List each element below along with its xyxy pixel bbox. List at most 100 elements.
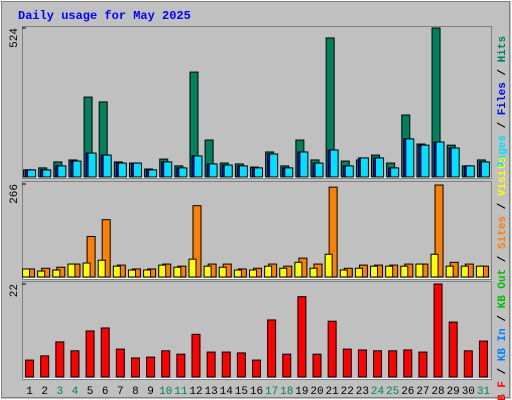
legend-separator: / bbox=[497, 367, 509, 374]
x-tick-label: 25 bbox=[386, 386, 399, 398]
bar bbox=[359, 157, 369, 178]
bar bbox=[233, 269, 242, 278]
bar bbox=[192, 205, 202, 278]
x-tick-label: 21 bbox=[326, 386, 340, 398]
legend-entry: Hits bbox=[497, 36, 509, 62]
legend-entry: Files bbox=[497, 82, 509, 115]
chart-title: Daily usage for May 2025 bbox=[18, 9, 191, 23]
bar bbox=[132, 162, 142, 178]
bar bbox=[430, 253, 439, 278]
bar bbox=[465, 165, 475, 178]
bar bbox=[463, 350, 473, 378]
bar bbox=[52, 269, 61, 278]
bar bbox=[67, 263, 76, 278]
bar bbox=[87, 152, 97, 178]
bar bbox=[218, 266, 227, 278]
bar bbox=[434, 184, 444, 278]
x-tick-label: 24 bbox=[371, 386, 385, 398]
bar bbox=[178, 167, 188, 178]
legend-entry: KB Out bbox=[497, 269, 509, 309]
bar bbox=[328, 186, 338, 278]
bar bbox=[146, 356, 156, 378]
legend-entry: Pages bbox=[497, 135, 509, 168]
bar bbox=[203, 265, 212, 278]
legend-entry: Sites bbox=[497, 216, 509, 249]
x-tick-label: 12 bbox=[189, 386, 202, 398]
legend-separator: / bbox=[497, 69, 509, 76]
bar bbox=[388, 350, 398, 378]
bar bbox=[161, 350, 171, 378]
bar bbox=[282, 353, 292, 378]
bar bbox=[344, 165, 354, 178]
bar bbox=[148, 169, 158, 178]
bar bbox=[55, 341, 65, 378]
bar bbox=[460, 265, 469, 278]
bar bbox=[329, 149, 339, 178]
x-tick-label: 5 bbox=[87, 386, 94, 398]
legend-separator: / bbox=[497, 121, 509, 128]
bar bbox=[475, 265, 484, 278]
bar bbox=[70, 350, 80, 378]
bar bbox=[433, 283, 443, 378]
bar bbox=[27, 169, 37, 178]
bar bbox=[238, 165, 248, 178]
bar bbox=[480, 161, 490, 178]
legend-entry: KB F bbox=[497, 381, 509, 400]
bar bbox=[176, 353, 186, 378]
bar bbox=[448, 321, 458, 378]
bar bbox=[390, 167, 400, 178]
x-tick-label: 11 bbox=[174, 386, 188, 398]
x-tick-label: 14 bbox=[220, 386, 234, 398]
x-tick-label: 13 bbox=[205, 386, 218, 398]
bar bbox=[254, 167, 263, 178]
bar bbox=[37, 270, 46, 278]
bar bbox=[375, 157, 385, 178]
bar bbox=[400, 265, 409, 278]
bar bbox=[130, 357, 140, 378]
bar bbox=[97, 259, 106, 278]
bar bbox=[264, 265, 273, 278]
bar bbox=[420, 144, 430, 178]
bar bbox=[57, 165, 67, 178]
legend: KB F / KB In / KB Out / Sites / Visits bbox=[497, 157, 509, 400]
bar bbox=[249, 269, 257, 278]
bar bbox=[342, 348, 352, 378]
bar bbox=[478, 340, 488, 378]
bar bbox=[403, 349, 413, 378]
x-tick-label: 22 bbox=[341, 386, 354, 398]
bar bbox=[418, 351, 428, 378]
bar bbox=[339, 269, 348, 278]
bar bbox=[269, 153, 279, 178]
bar bbox=[309, 267, 318, 278]
bar bbox=[22, 268, 31, 278]
bar bbox=[208, 163, 218, 178]
bar bbox=[236, 352, 246, 378]
x-tick-label: 31 bbox=[477, 386, 491, 398]
bar bbox=[327, 320, 337, 378]
bar bbox=[312, 353, 322, 378]
bar bbox=[354, 267, 363, 278]
legend: Pages / Files / Hits bbox=[497, 36, 509, 168]
bar bbox=[193, 155, 203, 178]
y-tick-label: 266 bbox=[9, 184, 21, 204]
bar bbox=[173, 266, 182, 278]
x-tick-label: 28 bbox=[431, 386, 444, 398]
bar bbox=[206, 351, 216, 378]
x-tick-label: 23 bbox=[356, 386, 369, 398]
x-tick-label: 17 bbox=[265, 386, 278, 398]
x-tick-label: 16 bbox=[250, 386, 263, 398]
bar bbox=[42, 169, 52, 178]
x-tick-label: 27 bbox=[416, 386, 429, 398]
bar bbox=[415, 263, 424, 278]
x-tick-label: 10 bbox=[159, 386, 172, 398]
bar bbox=[127, 269, 136, 278]
legend-separator: / bbox=[497, 315, 509, 322]
bar bbox=[85, 330, 95, 378]
bar bbox=[188, 258, 197, 278]
bar bbox=[72, 160, 82, 178]
bar bbox=[117, 162, 127, 178]
legend-entry: Visits bbox=[497, 157, 509, 197]
bar bbox=[163, 161, 173, 178]
